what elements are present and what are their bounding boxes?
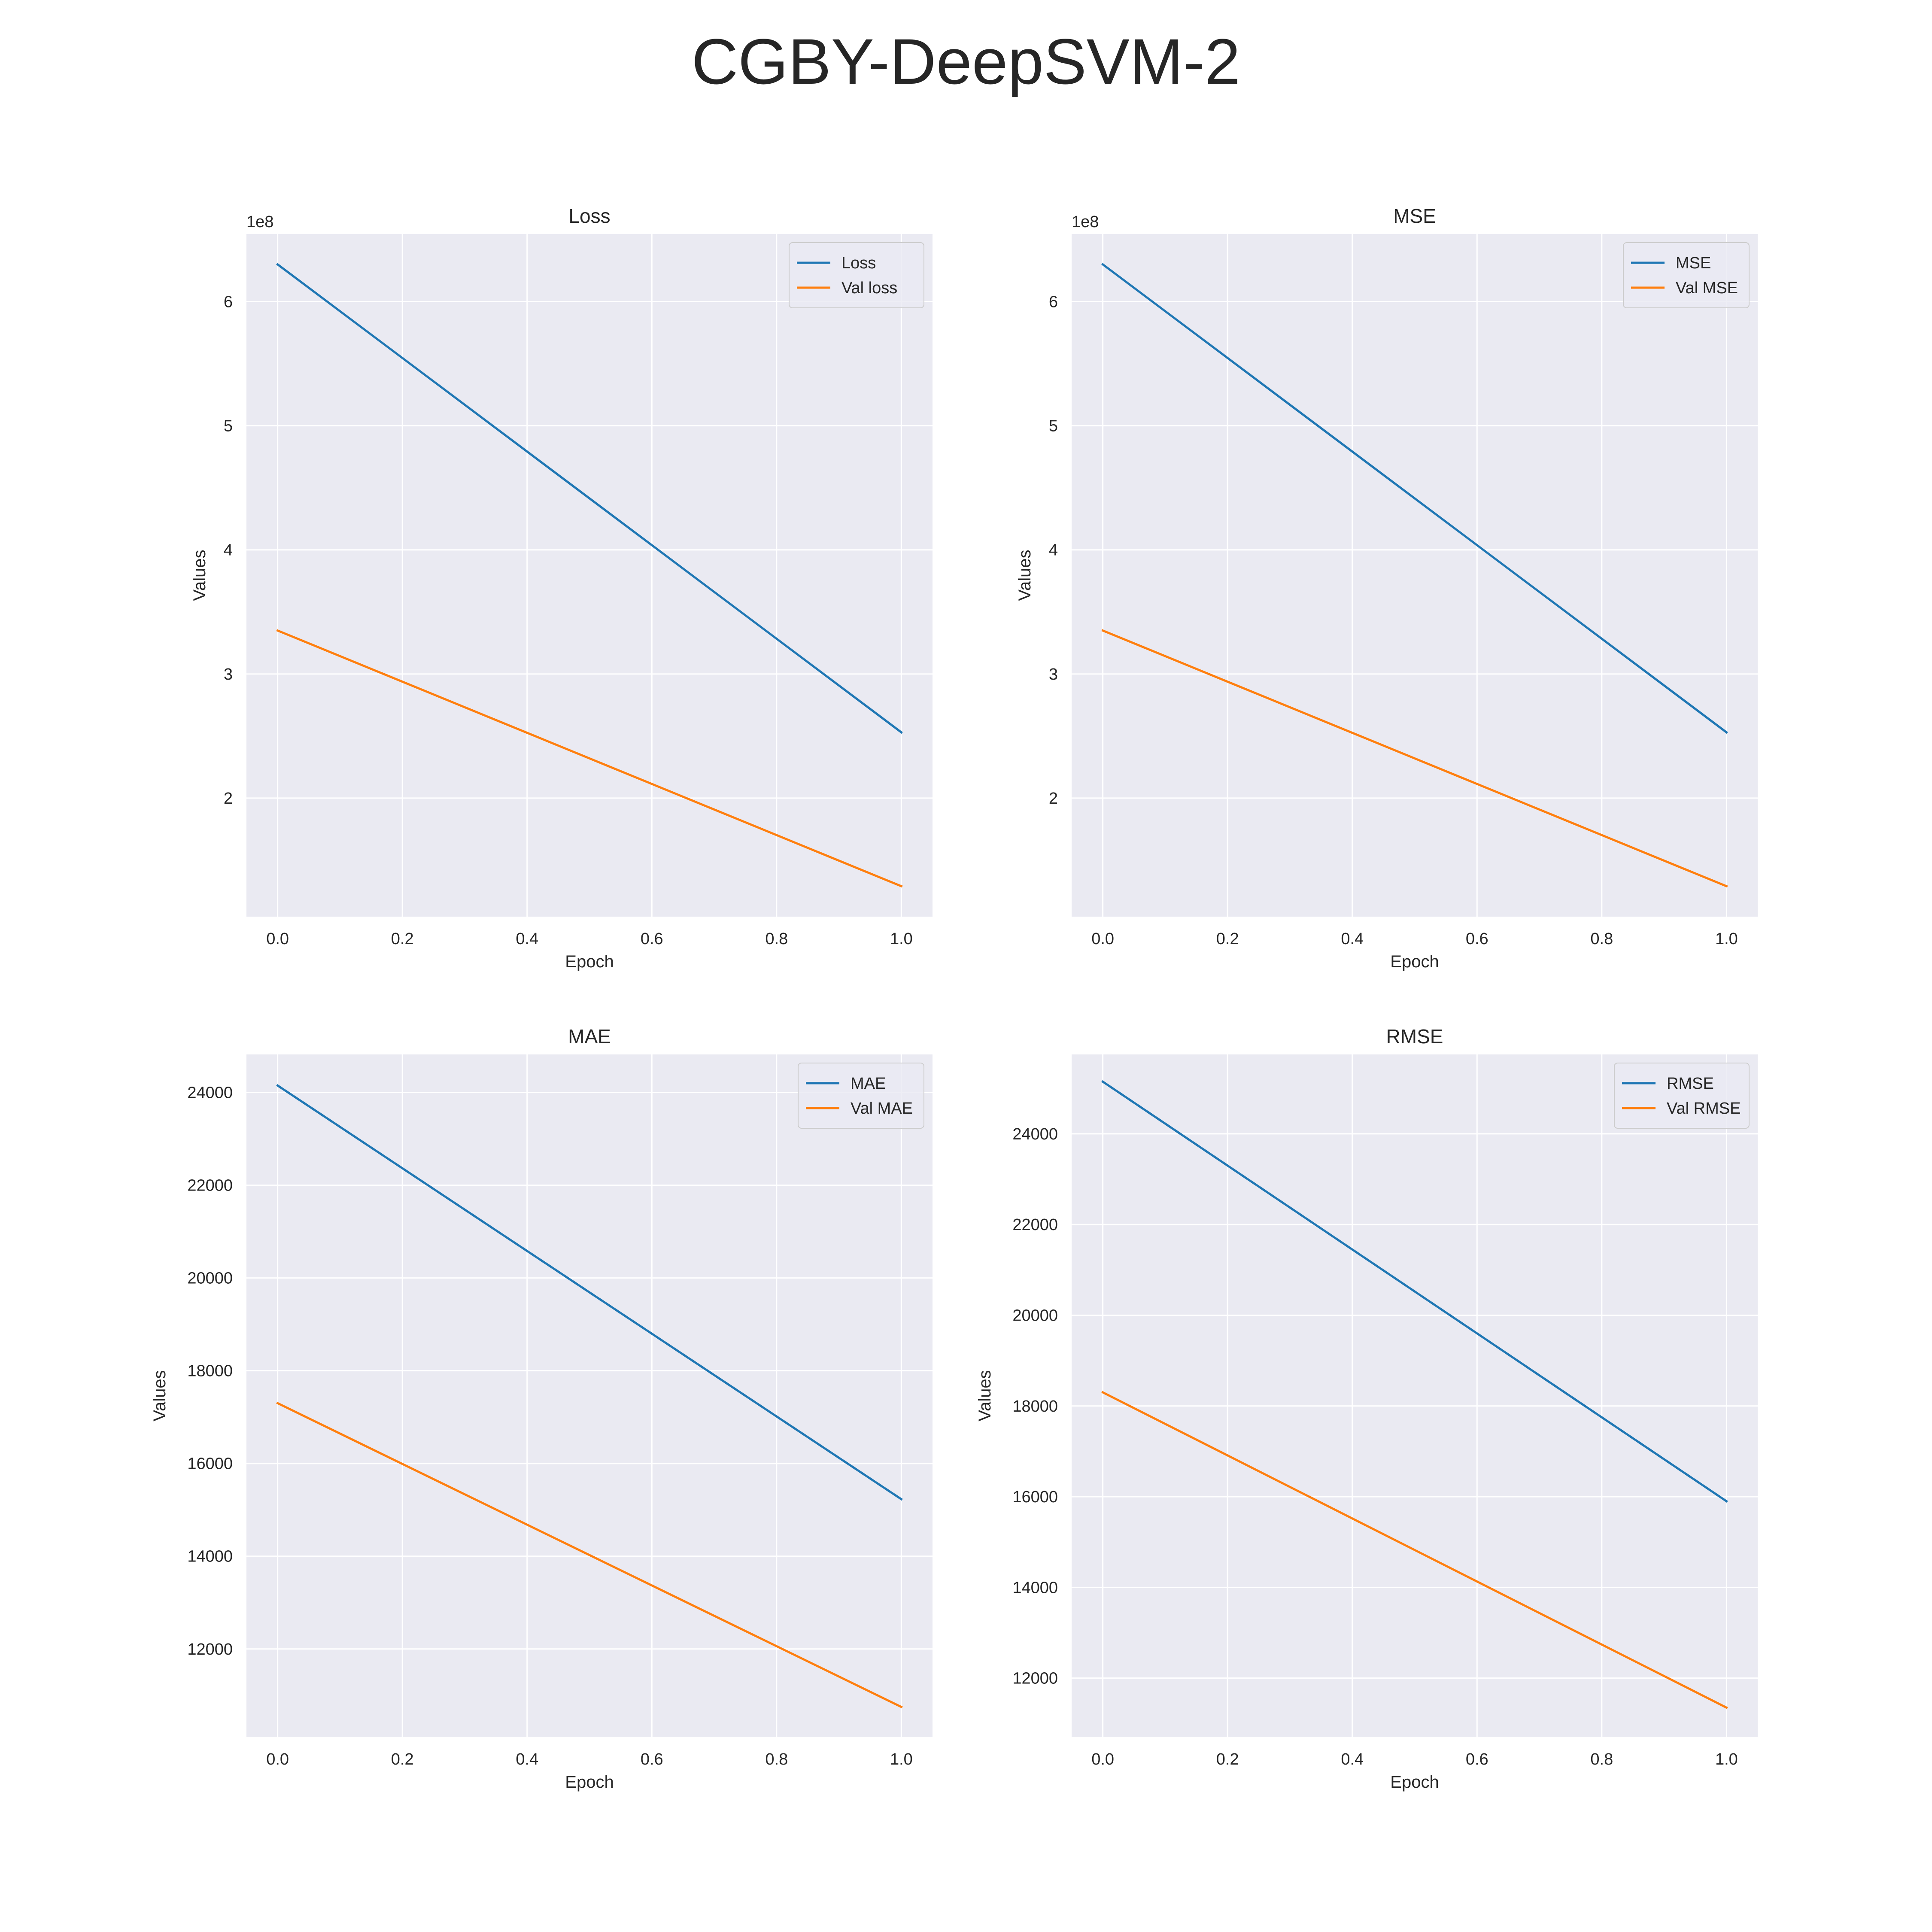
- y-tick-label: 6: [224, 293, 233, 311]
- x-tick-label: 0.8: [1590, 930, 1613, 948]
- y-tick-label: 12000: [187, 1640, 233, 1659]
- y-axis-label: Values: [150, 1370, 169, 1421]
- y-tick-label: 5: [224, 417, 233, 435]
- x-axis-label: Epoch: [565, 952, 614, 971]
- plot-area: [246, 234, 933, 917]
- y-offset-label: 1e8: [1072, 213, 1099, 231]
- y-tick-label: 22000: [187, 1177, 233, 1195]
- y-axis-label: Values: [1015, 550, 1034, 601]
- series-line-val-loss: [276, 629, 903, 888]
- legend-label: Val MSE: [1676, 279, 1738, 297]
- legend-label: Val loss: [841, 279, 897, 297]
- x-axis-label: Epoch: [565, 1773, 614, 1792]
- y-tick-label: 3: [1049, 665, 1058, 683]
- y-tick-label: 2: [224, 790, 233, 808]
- x-tick-label: 0.6: [1466, 930, 1488, 948]
- y-offset-label: 1e8: [246, 213, 273, 231]
- x-tick-label: 0.8: [765, 1750, 788, 1768]
- legend-frame: [1623, 242, 1750, 308]
- x-tick-label: 0.0: [1091, 1750, 1114, 1768]
- x-tick-label: 0.0: [1091, 930, 1114, 948]
- y-tick-label: 22000: [1012, 1216, 1058, 1234]
- x-tick-label: 0.6: [641, 1750, 663, 1768]
- series-line-mse: [1101, 263, 1728, 734]
- y-tick-label: 6: [1049, 293, 1058, 311]
- legend-label: MAE: [851, 1075, 886, 1093]
- legend-label: RMSE: [1667, 1075, 1714, 1093]
- subplot-rmse: 0.0 0.2 0.4 0.6 0.8 1.0 12000 14000 16000 18000 20…: [975, 1025, 1758, 1792]
- legend: Loss Val loss: [789, 242, 924, 308]
- series-line-val-mse: [1101, 629, 1728, 888]
- subplot-loss: 0.0 0.2 0.4 0.6 0.8 1.0 2 3 4 5 6 1e8 Loss Epoch Value…: [190, 205, 933, 971]
- x-tick-label: 0.0: [266, 1750, 289, 1768]
- y-tick-label: 14000: [1012, 1579, 1058, 1597]
- x-tick-label: 0.2: [391, 1750, 414, 1768]
- y-tick-label: 12000: [1012, 1670, 1058, 1688]
- legend-label: MSE: [1676, 254, 1711, 272]
- y-tick-label: 4: [1049, 541, 1058, 559]
- y-tick-label: 2: [1049, 790, 1058, 808]
- x-tick-label: 0.0: [266, 930, 289, 948]
- axes-title: MSE: [1393, 205, 1436, 227]
- legend-frame: [798, 1063, 924, 1129]
- x-tick-label: 0.6: [1466, 1750, 1488, 1768]
- series-line-rmse: [1101, 1080, 1728, 1503]
- y-tick-label: 16000: [187, 1455, 233, 1473]
- legend-label: Val RMSE: [1667, 1100, 1741, 1118]
- subplot-mse: 0.0 0.2 0.4 0.6 0.8 1.0 2 3 4 5 6 1e8 MSE Epoch Values…: [1015, 205, 1758, 971]
- series-line-mae: [276, 1084, 903, 1501]
- x-tick-label: 1.0: [1715, 1750, 1738, 1768]
- axes-title: Loss: [568, 205, 610, 227]
- y-tick-label: 20000: [187, 1270, 233, 1288]
- x-tick-label: 1.0: [1715, 930, 1738, 948]
- y-tick-label: 24000: [187, 1084, 233, 1102]
- figure-title: CGBY-DeepSVM-2: [692, 25, 1240, 97]
- plot-area: [1072, 1054, 1758, 1737]
- legend-frame: [1614, 1063, 1750, 1129]
- axes-title: MAE: [568, 1025, 611, 1048]
- y-axis-label: Values: [190, 550, 209, 601]
- subplot-mae: 0.0 0.2 0.4 0.6 0.8 1.0 12000 14000 16000 18000 20…: [150, 1025, 933, 1792]
- series-line-val-mae: [276, 1401, 903, 1709]
- y-tick-label: 5: [1049, 417, 1058, 435]
- x-tick-label: 0.2: [1216, 930, 1239, 948]
- x-tick-label: 0.4: [1341, 1750, 1364, 1768]
- legend: MAE Val MAE: [798, 1063, 924, 1129]
- x-tick-label: 1.0: [890, 1750, 913, 1768]
- y-tick-label: 3: [224, 665, 233, 683]
- legend-label: Loss: [841, 254, 876, 272]
- legend: MSE Val MSE: [1623, 242, 1750, 308]
- series-line-val-rmse: [1101, 1391, 1728, 1709]
- axes-title: RMSE: [1386, 1025, 1443, 1048]
- y-tick-label: 4: [224, 541, 233, 559]
- x-tick-label: 0.6: [641, 930, 663, 948]
- y-axis-label: Values: [975, 1370, 994, 1421]
- legend-frame: [789, 242, 924, 308]
- y-tick-label: 14000: [187, 1548, 233, 1566]
- y-tick-label: 24000: [1012, 1125, 1058, 1143]
- x-tick-label: 1.0: [890, 930, 913, 948]
- x-tick-label: 0.4: [516, 930, 538, 948]
- x-tick-label: 0.8: [1590, 1750, 1613, 1768]
- subplot-grid: 0.0 0.2 0.4 0.6 0.8 1.0 2 3 4 5 6 1e8 Loss Epoch Value…: [150, 205, 1758, 1792]
- x-tick-label: 0.4: [516, 1750, 538, 1768]
- legend: RMSE Val RMSE: [1614, 1063, 1750, 1129]
- x-axis-label: Epoch: [1390, 1773, 1439, 1792]
- x-tick-label: 0.4: [1341, 930, 1364, 948]
- y-tick-label: 18000: [187, 1362, 233, 1380]
- x-tick-label: 0.2: [1216, 1750, 1239, 1768]
- plot-area: [246, 1054, 933, 1737]
- plot-area: [1072, 234, 1758, 917]
- x-tick-label: 0.8: [765, 930, 788, 948]
- x-tick-label: 0.2: [391, 930, 414, 948]
- y-tick-label: 16000: [1012, 1488, 1058, 1506]
- y-tick-label: 18000: [1012, 1397, 1058, 1416]
- x-axis-label: Epoch: [1390, 952, 1439, 971]
- y-tick-label: 20000: [1012, 1306, 1058, 1324]
- series-line-loss: [276, 263, 903, 734]
- legend-label: Val MAE: [851, 1100, 913, 1118]
